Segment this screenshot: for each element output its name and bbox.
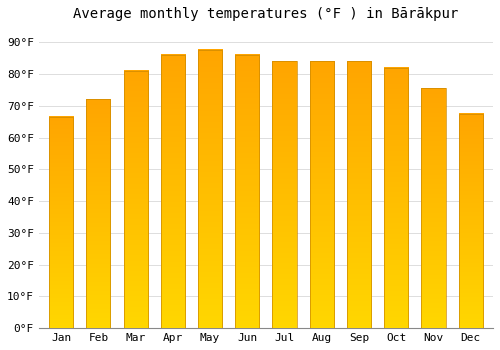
Bar xyxy=(235,55,260,328)
Bar xyxy=(422,88,446,328)
Bar xyxy=(124,71,148,328)
Bar xyxy=(272,61,296,328)
Bar xyxy=(198,50,222,328)
Bar xyxy=(384,68,408,328)
Bar xyxy=(310,61,334,328)
Bar xyxy=(160,55,185,328)
Bar xyxy=(86,99,110,328)
Bar xyxy=(49,117,73,328)
Bar xyxy=(458,114,483,328)
Title: Average monthly temperatures (°F ) in Bārākpur: Average monthly temperatures (°F ) in Bā… xyxy=(74,7,458,21)
Bar xyxy=(347,61,371,328)
